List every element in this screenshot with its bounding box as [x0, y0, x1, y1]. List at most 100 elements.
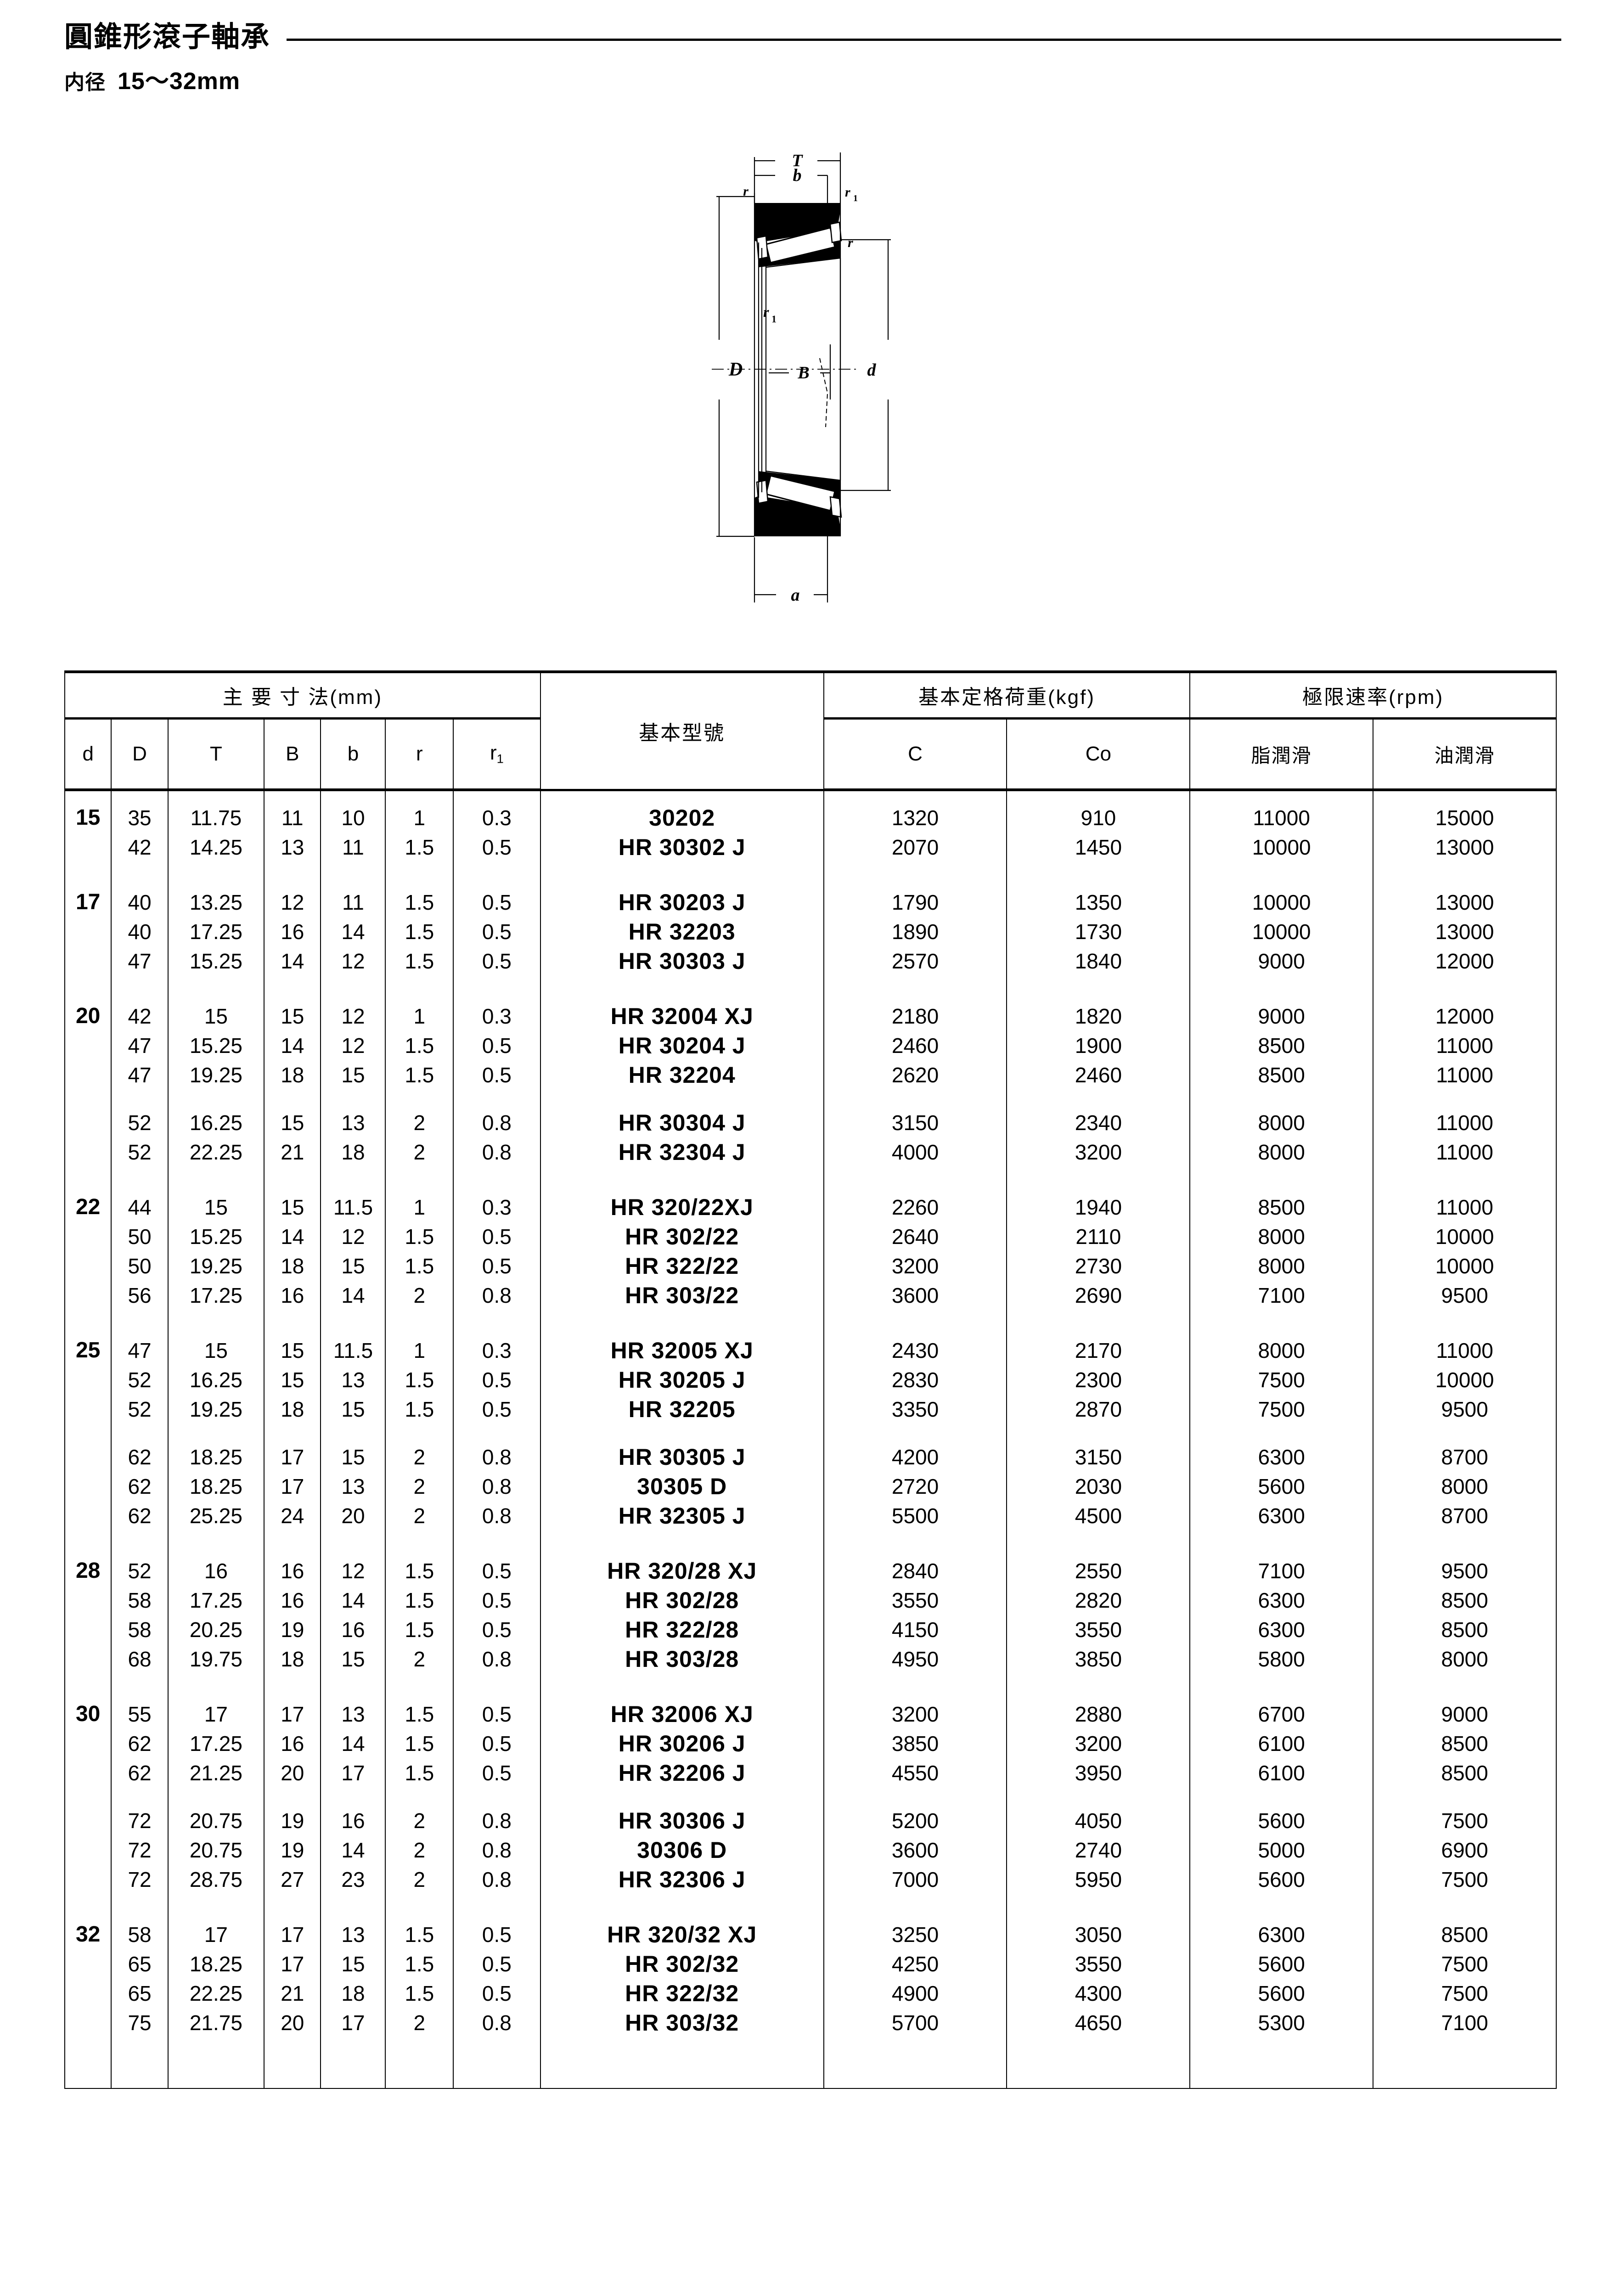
cell-cone-width: 14 — [264, 946, 321, 976]
cell-chamfer-r1: 0.5 — [453, 1251, 541, 1281]
cell-static-load: 2300 — [1006, 1365, 1191, 1395]
cell-grease-speed: 10000 — [1189, 917, 1374, 946]
cell-chamfer-r1: 0.8 — [453, 2008, 541, 2037]
cell-model-number: HR 30303 J — [540, 946, 824, 976]
cell-total-width: 17.25 — [167, 1729, 265, 1758]
cell-dynamic-load: 2720 — [823, 1472, 1007, 1501]
spacer-cell — [453, 976, 541, 1002]
cell-chamfer-r1: 0.5 — [453, 1031, 541, 1060]
cell-bore-diameter — [64, 1222, 112, 1251]
cell-dynamic-load: 3150 — [823, 1108, 1007, 1137]
cell-model-number: HR 30304 J — [540, 1108, 824, 1137]
cell-outer-diameter: 35 — [111, 803, 169, 833]
cell-outer-diameter: 47 — [111, 1031, 169, 1060]
spacer-cell — [823, 790, 1007, 803]
cell-chamfer-r: 1 — [385, 1193, 454, 1222]
cell-chamfer-r1: 0.8 — [453, 1865, 541, 1894]
cell-static-load: 2820 — [1006, 1586, 1191, 1615]
cell-total-width: 25.25 — [167, 1501, 265, 1531]
spacer-cell — [453, 1090, 541, 1108]
cell-bore-diameter — [64, 2008, 112, 2037]
cell-chamfer-r1: 0.3 — [453, 1193, 541, 1222]
cell-static-load: 3550 — [1006, 1949, 1191, 1979]
cell-grease-speed: 7100 — [1189, 1281, 1374, 1310]
cell-chamfer-r1: 0.8 — [453, 1137, 541, 1167]
spacer-cell — [1006, 862, 1191, 888]
cell-grease-speed: 7500 — [1189, 1365, 1374, 1395]
cell-total-width: 19.25 — [167, 1395, 265, 1424]
label-r1-top-right: r — [845, 185, 850, 200]
specification-table-container: 主 要 寸 法(mm) 基本型號 基本定格荷重(kgf) 極限速率(rpm) d… — [64, 670, 1557, 2089]
spacer-cell — [1006, 1310, 1191, 1336]
col-header-Co: Co — [1006, 718, 1191, 791]
spacer-cell — [1189, 1310, 1374, 1336]
cell-bore-diameter — [64, 1395, 112, 1424]
cell-model-number: HR 30203 J — [540, 888, 824, 917]
cell-chamfer-r1: 0.3 — [453, 803, 541, 833]
spacer-cell — [823, 976, 1007, 1002]
cell-oil-speed: 11000 — [1373, 1060, 1557, 1090]
table-row: 65 22.25 21 18 1.5 0.5 HR 322/32 4900 4300 5600 75… — [64, 1979, 1557, 2008]
table-row: 52 22.25 21 18 2 0.8 HR 32304 J 4000 3200 8000 110… — [64, 1137, 1557, 1167]
cell-chamfer-r: 2 — [385, 1281, 454, 1310]
cell-cup-width: 15 — [320, 1949, 386, 1979]
cell-oil-speed: 10000 — [1373, 1251, 1557, 1281]
spacer-cell — [385, 1090, 454, 1108]
cell-model-number: HR 320/28 XJ — [540, 1556, 824, 1586]
pad-row — [64, 790, 1557, 803]
spacer-cell — [64, 1167, 112, 1193]
cell-outer-diameter: 72 — [111, 1835, 169, 1865]
cell-chamfer-r: 1.5 — [385, 917, 454, 946]
cell-grease-speed: 5000 — [1189, 1835, 1374, 1865]
cell-outer-diameter: 58 — [111, 1586, 169, 1615]
cell-oil-speed: 7500 — [1373, 1865, 1557, 1894]
spacer-cell — [64, 1424, 112, 1442]
cell-model-number: HR 302/28 — [540, 1586, 824, 1615]
table-row: 47 19.25 18 15 1.5 0.5 HR 32204 2620 2460 8500 110… — [64, 1060, 1557, 1090]
cell-dynamic-load: 7000 — [823, 1865, 1007, 1894]
cell-cone-width: 16 — [264, 1281, 321, 1310]
table-row: 15 35 11.75 11 10 1 0.3 30202 1320 910 11000 15000 — [64, 803, 1557, 833]
cell-total-width: 18.25 — [167, 1442, 265, 1472]
cell-bore-diameter: 20 — [64, 1002, 112, 1031]
table-row: 75 21.75 20 17 2 0.8 HR 303/32 5700 4650 5300 7100 — [64, 2008, 1557, 2037]
cell-grease-speed: 7500 — [1189, 1395, 1374, 1424]
spacer-cell — [320, 1090, 386, 1108]
label-T: T — [792, 151, 803, 170]
table-row: 62 18.25 17 13 2 0.8 30305 D 2720 2030 5600 8000 — [64, 1472, 1557, 1501]
spacer-cell — [320, 862, 386, 888]
cell-dynamic-load: 2830 — [823, 1365, 1007, 1395]
cell-model-number: HR 303/28 — [540, 1644, 824, 1674]
cell-cone-width: 13 — [264, 833, 321, 862]
cell-model-number: 30202 — [540, 803, 824, 833]
col-header-b: b — [320, 718, 386, 791]
spacer-cell — [453, 1424, 541, 1442]
cell-chamfer-r1: 0.8 — [453, 1281, 541, 1310]
cell-static-load: 2110 — [1006, 1222, 1191, 1251]
cell-cup-width: 11.5 — [320, 1193, 386, 1222]
cell-static-load: 5950 — [1006, 1865, 1191, 1894]
cell-grease-speed: 6300 — [1189, 1501, 1374, 1531]
cell-dynamic-load: 3600 — [823, 1835, 1007, 1865]
cell-outer-diameter: 42 — [111, 833, 169, 862]
cell-dynamic-load: 2260 — [823, 1193, 1007, 1222]
cell-oil-speed: 8700 — [1373, 1501, 1557, 1531]
spacer-cell — [1373, 1424, 1557, 1442]
cell-cone-width: 12 — [264, 888, 321, 917]
table-body: 15 35 11.75 11 10 1 0.3 30202 1320 910 11000 15000 … — [64, 790, 1557, 2088]
cell-bore-diameter — [64, 1031, 112, 1060]
cell-cone-width: 20 — [264, 1758, 321, 1788]
cell-bore-diameter — [64, 1472, 112, 1501]
table-row: 72 28.75 27 23 2 0.8 HR 32306 J 7000 5950 5600 750… — [64, 1865, 1557, 1894]
cell-oil-speed: 10000 — [1373, 1365, 1557, 1395]
spacer-cell — [264, 1894, 321, 1920]
cell-outer-diameter: 58 — [111, 1615, 169, 1644]
cell-cup-width: 13 — [320, 1472, 386, 1501]
spacer-cell — [1189, 976, 1374, 1002]
spacer-cell — [453, 1894, 541, 1920]
cell-dynamic-load: 3200 — [823, 1699, 1007, 1729]
spacer-cell — [823, 1788, 1007, 1806]
table-group-header-row: 主 要 寸 法(mm) 基本型號 基本定格荷重(kgf) 極限速率(rpm) — [64, 670, 1557, 791]
spacer-cell — [320, 1167, 386, 1193]
cell-chamfer-r: 1.5 — [385, 1031, 454, 1060]
